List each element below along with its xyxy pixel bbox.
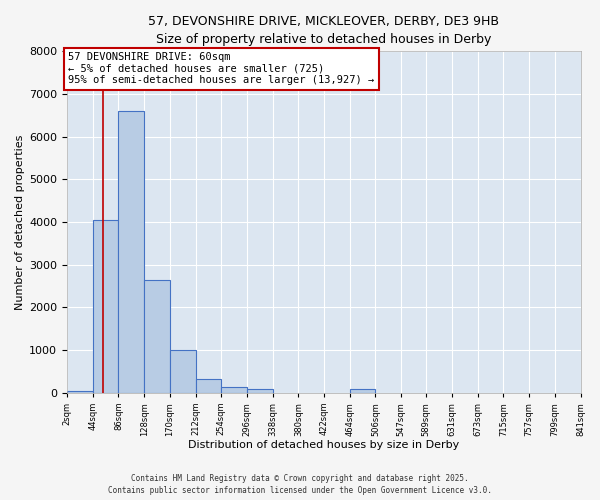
Bar [196, 379, 221, 393]
Text: Contains HM Land Registry data © Crown copyright and database right 2025.
Contai: Contains HM Land Registry data © Crown c… [108, 474, 492, 495]
Y-axis label: Number of detached properties: Number of detached properties [15, 134, 25, 310]
Bar [350, 390, 376, 393]
Bar [93, 220, 118, 393]
Bar [118, 111, 144, 393]
Bar [247, 390, 272, 393]
Title: 57, DEVONSHIRE DRIVE, MICKLEOVER, DERBY, DE3 9HB
Size of property relative to de: 57, DEVONSHIRE DRIVE, MICKLEOVER, DERBY,… [148, 15, 499, 46]
Text: 57 DEVONSHIRE DRIVE: 60sqm
← 5% of detached houses are smaller (725)
95% of semi: 57 DEVONSHIRE DRIVE: 60sqm ← 5% of detac… [68, 52, 374, 86]
Bar [67, 390, 93, 393]
Bar [144, 280, 170, 393]
X-axis label: Distribution of detached houses by size in Derby: Distribution of detached houses by size … [188, 440, 460, 450]
Bar [170, 350, 196, 393]
Bar [221, 388, 247, 393]
